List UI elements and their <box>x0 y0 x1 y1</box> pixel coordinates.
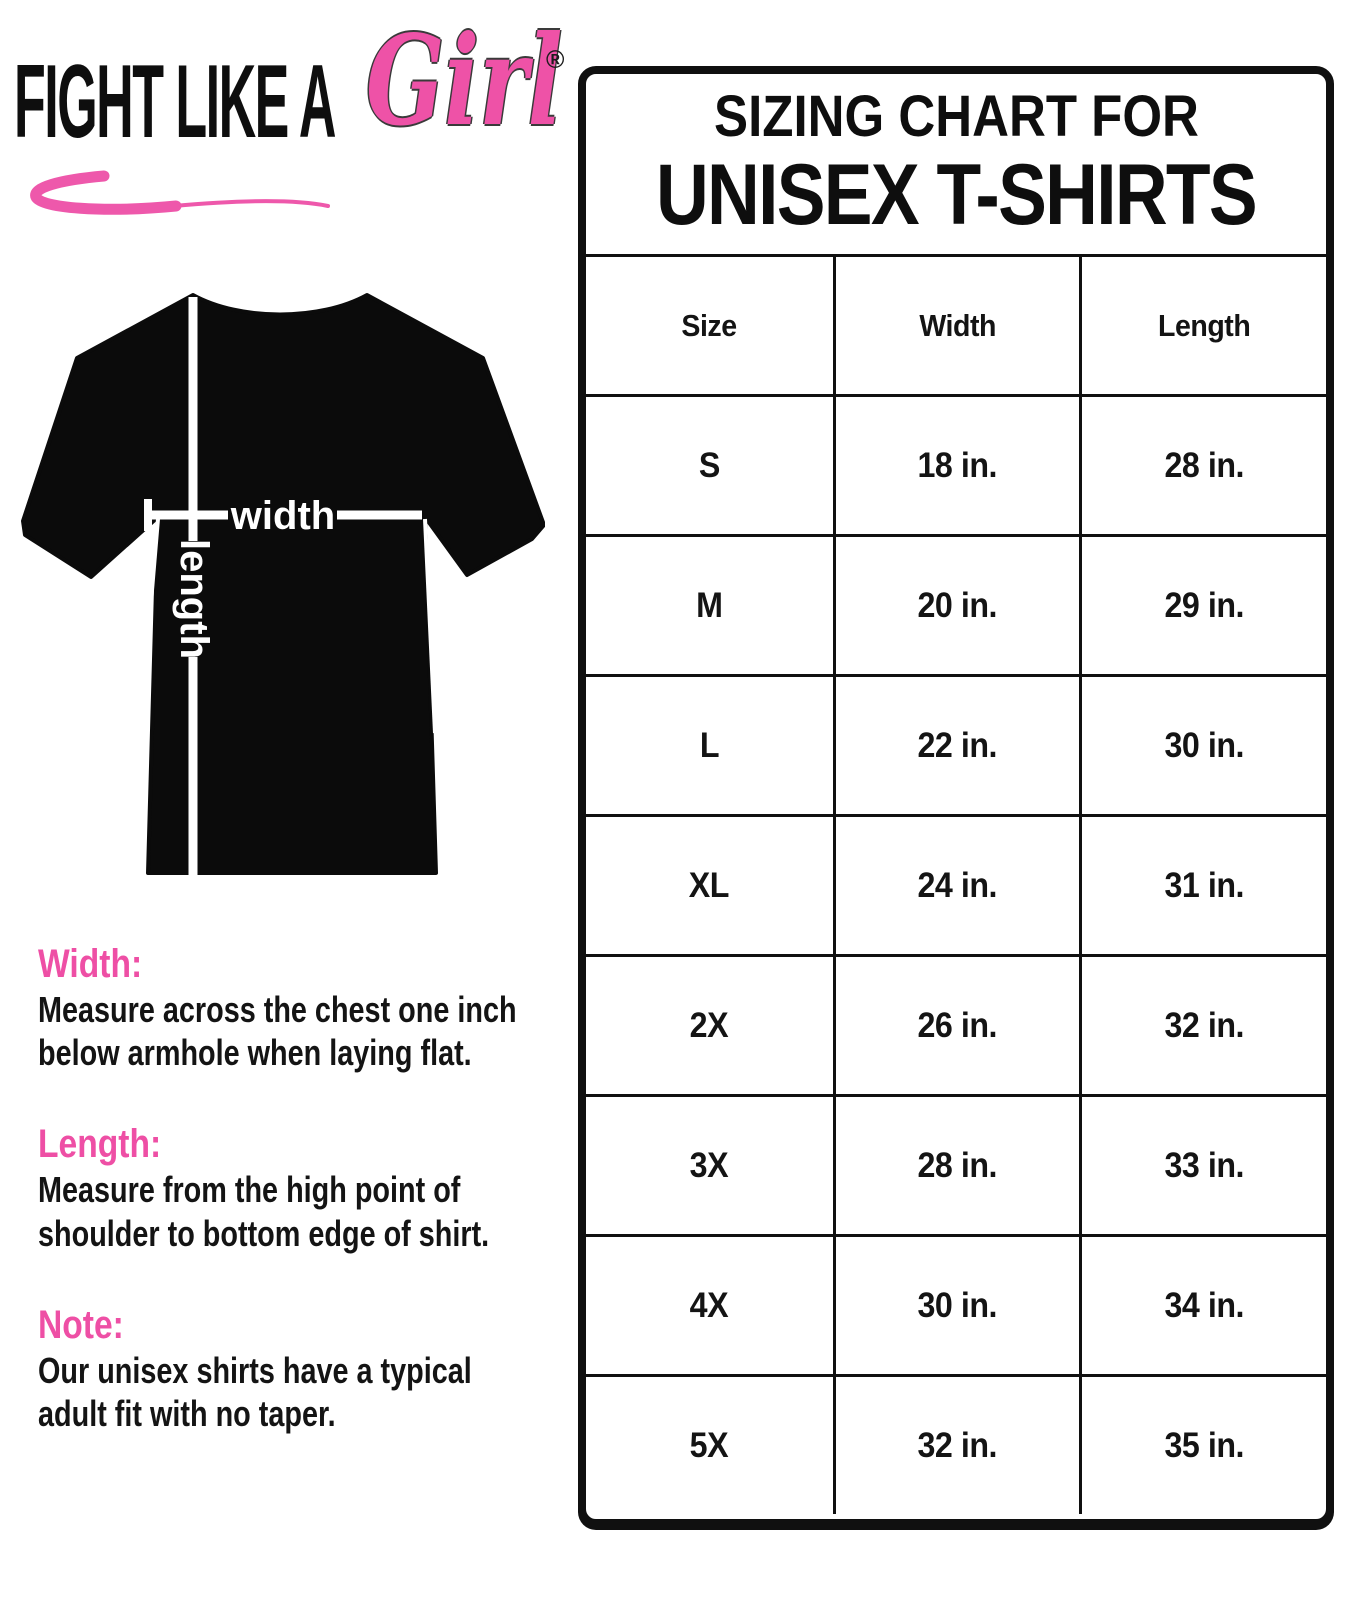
table-cell-value: 4X <box>690 1285 729 1325</box>
header-label: Width <box>919 307 996 343</box>
table-cell: 3X <box>586 1097 833 1234</box>
note-section: Note: Our unisex shirts have a typical a… <box>38 1301 598 1435</box>
table-cell-value: 28 in. <box>917 1145 998 1185</box>
table-cell-value: S <box>698 445 720 485</box>
header-label: Size <box>681 307 738 343</box>
table-cell-value: 2X <box>690 1005 729 1045</box>
table-cell: M <box>586 537 833 674</box>
table-cell-value: 24 in. <box>917 865 998 905</box>
table-cell-value: 22 in. <box>917 725 998 765</box>
length-instruction-line: shoulder to bottom edge of shirt. <box>38 1212 490 1254</box>
table-row: 4X 30 in. 34 in. <box>586 1234 1326 1374</box>
tshirt-silhouette <box>21 293 545 875</box>
table-cell: 28 in. <box>832 1097 1080 1234</box>
table-cell: 35 in. <box>1079 1377 1326 1514</box>
table-row: S 18 in. 28 in. <box>586 394 1326 534</box>
table-row: XL 24 in. 31 in. <box>586 814 1326 954</box>
table-cell-value: 18 in. <box>917 445 998 485</box>
table-cell-value: 32 in. <box>917 1425 998 1465</box>
length-instruction-line: Measure from the high point of <box>38 1169 461 1211</box>
table-cell-value: 31 in. <box>1164 865 1244 905</box>
table-cell: 28 in. <box>1079 397 1326 534</box>
table-row: 3X 28 in. 33 in. <box>586 1094 1326 1234</box>
table-cell-value: 32 in. <box>1164 1005 1244 1045</box>
length-instruction-heading: Length: <box>38 1122 162 1167</box>
table-cell-value: 33 in. <box>1164 1145 1244 1185</box>
brand-logo: FIGHT LIKE A Girl ® <box>14 20 574 215</box>
table-cell-value: 5X <box>690 1425 729 1465</box>
logo-script-text: Girl <box>366 9 563 154</box>
table-cell-value: 35 in. <box>1164 1425 1244 1465</box>
length-label: length <box>172 539 216 659</box>
table-cell: 30 in. <box>1079 677 1326 814</box>
table-cell: 22 in. <box>832 677 1080 814</box>
table-cell-value: 20 in. <box>917 585 998 625</box>
table-cell: XL <box>586 817 833 954</box>
table-title: SIZING CHART FOR UNISEX T-SHIRTS <box>586 74 1326 257</box>
note-line: adult fit with no taper. <box>38 1392 336 1434</box>
width-instruction-line: Measure across the chest one inch <box>38 989 517 1030</box>
left-seam-line <box>138 518 160 734</box>
table-cell-value: M <box>696 585 723 625</box>
table-cell: L <box>586 677 833 814</box>
table-cell: 30 in. <box>832 1237 1080 1374</box>
table-cell: 2X <box>586 957 833 1094</box>
table-row: 5X 32 in. 35 in. <box>586 1374 1326 1514</box>
table-title-line2: UNISEX T-SHIRTS <box>656 147 1258 244</box>
header-cell-size: Size <box>586 257 833 394</box>
tshirt-measurement-diagram: width length <box>21 293 545 887</box>
logo-swoosh-icon <box>30 170 330 215</box>
table-cell-value: 26 in. <box>917 1005 998 1045</box>
table-cell-value: 34 in. <box>1164 1285 1244 1325</box>
table-cell: 20 in. <box>832 537 1080 674</box>
table-cell-value: 30 in. <box>917 1285 998 1325</box>
table-cell: 4X <box>586 1237 833 1374</box>
table-row: 2X 26 in. 32 in. <box>586 954 1326 1094</box>
measurement-instructions: Width: Measure across the chest one inch… <box>38 940 598 1481</box>
table-cell-value: 29 in. <box>1164 585 1244 625</box>
header-cell-length: Length <box>1079 257 1326 394</box>
table-cell-value: 28 in. <box>1164 445 1244 485</box>
header-label: Length <box>1158 307 1251 343</box>
table-cell: 18 in. <box>832 397 1080 534</box>
table-cell: 33 in. <box>1079 1097 1326 1234</box>
width-label: width <box>230 494 335 538</box>
right-seam-line <box>423 518 437 734</box>
table-cell: 34 in. <box>1079 1237 1326 1374</box>
table-cell-value: 3X <box>690 1145 729 1185</box>
note-heading: Note: <box>38 1302 124 1347</box>
table-cell: 32 in. <box>1079 957 1326 1094</box>
table-cell: 29 in. <box>1079 537 1326 674</box>
width-instruction-section: Width: Measure across the chest one inch… <box>38 940 598 1074</box>
table-header-row: Size Width Length <box>586 257 1326 394</box>
table-cell-value: 30 in. <box>1164 725 1244 765</box>
logo-text: FIGHT LIKE A <box>14 44 336 160</box>
table-cell: 5X <box>586 1377 833 1514</box>
table-cell-value: L <box>699 725 720 765</box>
table-cell: 31 in. <box>1079 817 1326 954</box>
table-cell: 24 in. <box>832 817 1080 954</box>
table-row: M 20 in. 29 in. <box>586 534 1326 674</box>
width-instruction-heading: Width: <box>38 942 143 986</box>
table-cell: 26 in. <box>832 957 1080 1094</box>
header-cell-width: Width <box>832 257 1080 394</box>
table-row: L 22 in. 30 in. <box>586 674 1326 814</box>
table-title-line1: SIZING CHART FOR <box>713 84 1199 150</box>
width-instruction-line: below armhole when laying flat. <box>38 1032 472 1074</box>
table-cell: S <box>586 397 833 534</box>
registered-trademark: ® <box>546 46 565 74</box>
sizing-table: SIZING CHART FOR UNISEX T-SHIRTS Size Wi… <box>578 66 1334 1527</box>
table-cell-value: XL <box>689 865 730 905</box>
length-instruction-section: Length: Measure from the high point of s… <box>38 1120 598 1254</box>
note-line: Our unisex shirts have a typical <box>38 1349 472 1391</box>
table-body: S 18 in. 28 in. M 20 in. 29 in. L 22 in. 30 in. X… <box>586 394 1326 1514</box>
table-cell: 32 in. <box>832 1377 1080 1514</box>
